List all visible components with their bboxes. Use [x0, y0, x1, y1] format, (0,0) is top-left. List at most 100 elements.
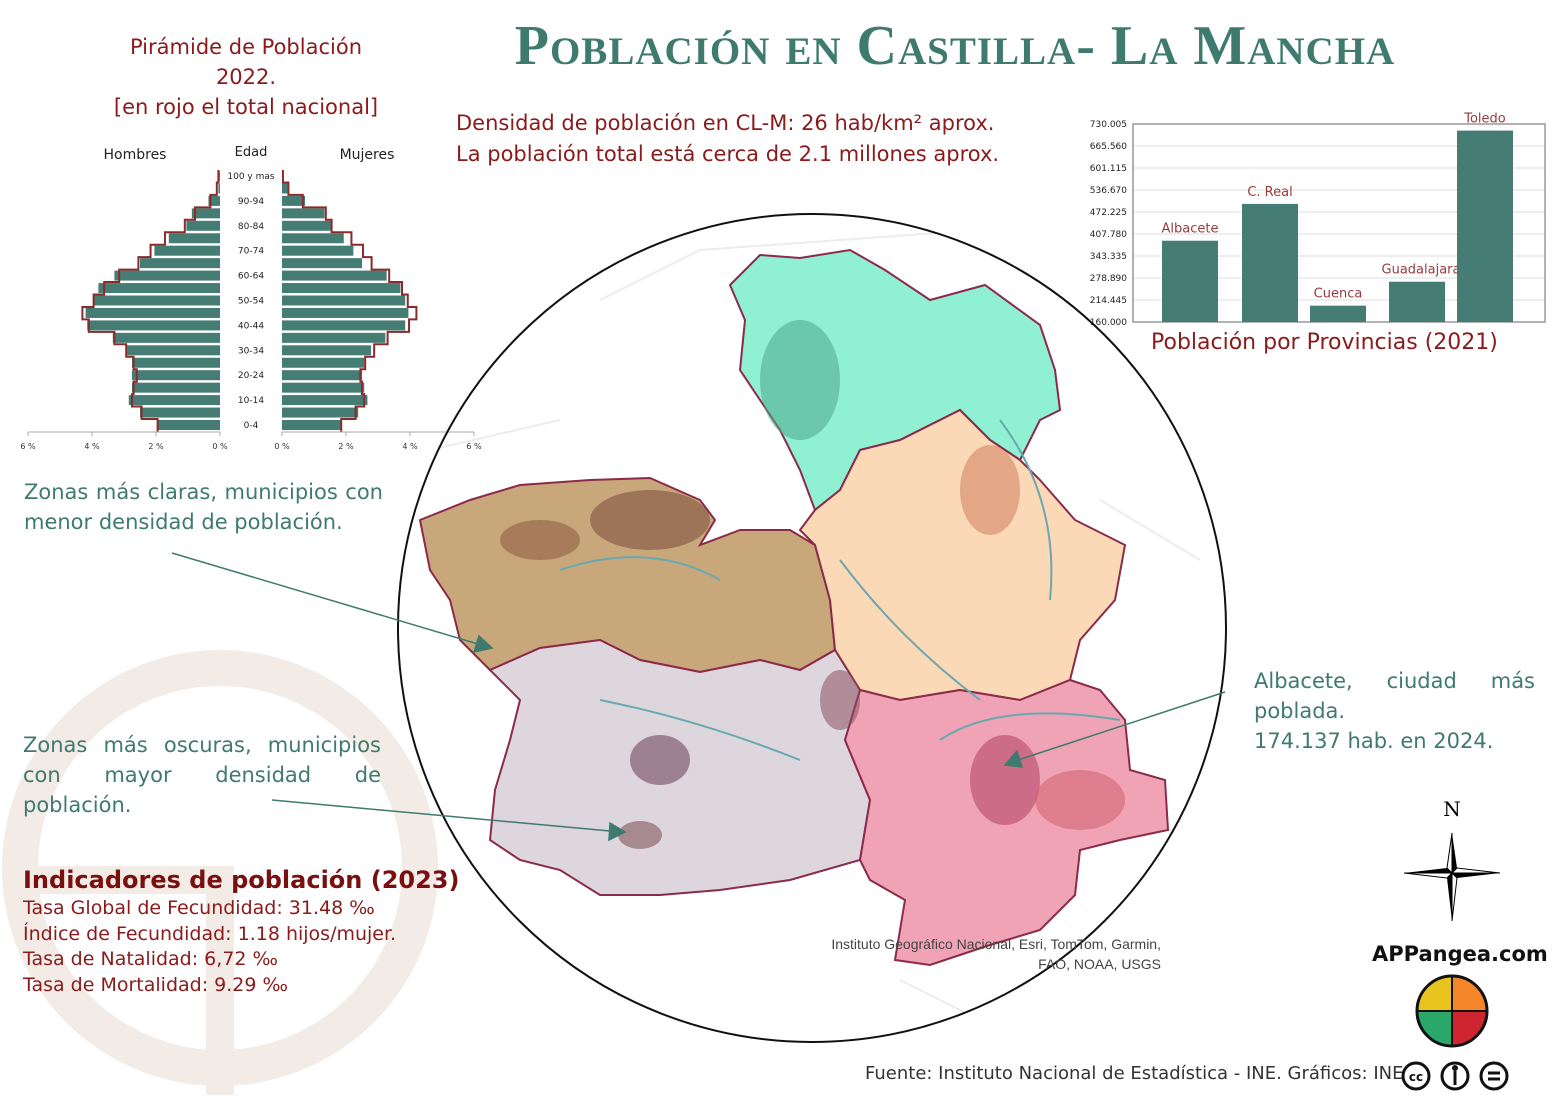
pyramid-bar-women — [282, 345, 371, 356]
pyramid-bar-women — [282, 220, 331, 231]
population-pyramid-chart: Hombres Edad Mujeres 100 y mas 90-94 80-84… — [20, 145, 482, 451]
density-text: Densidad de población en CL-M: 26 hab/km… — [456, 108, 999, 170]
province-ciudad-real — [488, 638, 872, 896]
pyramid-bar-men — [157, 420, 220, 430]
province-population-bar-chart: 160.000 214.445 278.890 343.335 407.780 472.2… — [1090, 112, 1546, 328]
cc-label: cc — [1409, 1070, 1423, 1084]
province-toledo — [418, 476, 837, 674]
pyramid-bar-men — [140, 258, 220, 269]
province-cuenca — [798, 408, 1127, 702]
bar-y-tick-label: 536.670 — [1090, 186, 1127, 196]
pyramid-bar-men — [85, 307, 220, 318]
pyramid-tick-label: 0 % — [212, 442, 228, 451]
bar-y-tick-label: 278.890 — [1090, 274, 1127, 284]
bar-y-tick-label: 601.115 — [1090, 164, 1127, 174]
pyramid-bar-women — [282, 208, 325, 219]
pyramid-bar-women — [282, 270, 387, 281]
pyramid-bar-men — [219, 171, 220, 181]
bar-cuenca — [1310, 305, 1366, 322]
pyramid-bar-women — [282, 420, 341, 430]
dark-zones-note: Zonas más oscuras, municipios con mayor … — [23, 733, 381, 817]
pyramid-bar-women — [282, 258, 362, 269]
pyramid-bar-men — [132, 382, 220, 393]
no-derivatives-icon — [1479, 1061, 1509, 1091]
pyramid-bar-women — [282, 183, 288, 194]
map-content — [418, 229, 1201, 1031]
pyramid-bar-men — [208, 195, 220, 206]
province-albacete — [843, 678, 1170, 967]
pyramid-bar-men — [140, 407, 220, 418]
pyramid-age-label: 10-14 — [238, 396, 264, 406]
rivers — [559, 419, 1121, 761]
albacete-note: Albacete, ciudad más poblada. 174.137 ha… — [1254, 666, 1535, 756]
page-title: Población en Castilla- La Mancha — [514, 15, 1396, 77]
pyramid-bar-women — [282, 283, 401, 294]
bar-y-tick-label: 665.560 — [1090, 142, 1127, 152]
indicators-heading: Indicadores de población (2023) — [23, 866, 460, 894]
pyramid-bar-men — [127, 345, 220, 356]
pyramid-bar-men — [87, 320, 220, 331]
pyramid-age-label: 70-74 — [238, 247, 264, 257]
pyramid-age-label: 100 y mas — [227, 172, 275, 182]
pyramid-bar-women — [282, 245, 354, 256]
bar-category-label: Toledo — [1463, 112, 1506, 127]
bar-guadalajara — [1389, 281, 1445, 322]
bar-toledo — [1457, 130, 1513, 322]
pyramid-age-label: 30-34 — [238, 346, 264, 356]
map-circle-frame — [397, 213, 1227, 1043]
bar-category-label: C. Real — [1247, 185, 1292, 200]
attribution-line: FAO, NOAA, USGS — [1038, 956, 1161, 972]
attribution-line: Instituto Geográfico Nacional, Esri, Tom… — [831, 936, 1161, 952]
pyramid-bar-women — [282, 407, 359, 418]
bar-category-label: Guadalajara — [1382, 263, 1461, 278]
pyramid-bar-men — [186, 220, 220, 231]
pyramid-bar-women — [282, 295, 406, 306]
bar-y-tick-label: 472.225 — [1090, 208, 1127, 218]
albacete-note-line: Albacete, ciudad más poblada. — [1254, 669, 1535, 723]
pyramid-age-label: 50-54 — [238, 297, 264, 307]
density-line: Densidad de población en CL-M: 26 hab/km… — [456, 111, 995, 135]
indicator-item: Índice de Fecundidad: 1.18 hijos/mujer. — [23, 922, 397, 945]
pyramid-bar-men — [93, 295, 220, 306]
bar-category-label: Albacete — [1162, 222, 1219, 237]
pyramid-bar-men — [98, 283, 220, 294]
pyramid-bar-men — [128, 395, 220, 406]
cc-icon — [1401, 1061, 1431, 1091]
pyramid-bar-men — [112, 332, 220, 343]
pyramid-bar-women — [282, 332, 386, 343]
map-attribution: Instituto Geográfico Nacional, Esri, Tom… — [790, 934, 1161, 974]
pyramid-bar-men — [132, 357, 220, 368]
pyramid-tick-label: 6 % — [466, 442, 482, 451]
pyramid-age-label: 90-94 — [238, 197, 264, 207]
pyramid-age-label: 20-24 — [238, 371, 264, 381]
indicator-item: Tasa de Mortalidad: 9.29 ‰ — [23, 973, 288, 996]
appangea-puzzle-logo — [1415, 974, 1489, 1048]
density-dark-patches — [500, 320, 1125, 849]
pyramid-bar-men — [191, 208, 220, 219]
pyramid-age-label: 60-64 — [238, 272, 264, 282]
bar-y-tick-label: 343.335 — [1090, 252, 1127, 262]
pyramid-bar-women — [282, 307, 409, 318]
indicator-item: Tasa de Natalidad: 6,72 ‰ — [23, 948, 279, 970]
indicator-item: Tasa Global de Fecundidad: 31.48 ‰ — [23, 897, 375, 919]
indicators-panel: Indicadores de población (2023) Tasa Glo… — [23, 864, 459, 998]
bar-y-tick-label: 730.005 — [1090, 120, 1127, 130]
pyramid-age-label: 80-84 — [238, 222, 264, 232]
pyramid-bar-women — [282, 233, 344, 244]
pyramid-bar-men — [114, 270, 220, 281]
pyramid-tick-label: 4 % — [402, 442, 418, 451]
header-men: Hombres — [104, 147, 167, 163]
pyramid-bar-women — [282, 357, 365, 368]
header-women: Mujeres — [340, 147, 395, 163]
pyramid-title-line: 2022. — [215, 65, 277, 89]
pyramid-bar-men — [132, 370, 220, 381]
pyramid-bar-men — [154, 245, 220, 256]
pyramid-bar-women — [282, 195, 306, 206]
albacete-population-line: 174.137 hab. en 2024. — [1254, 729, 1494, 753]
bar-chart-title: Población por Provincias (2021) — [1151, 330, 1498, 355]
bar-category-label: Cuenca — [1314, 287, 1363, 302]
pyramid-bar-women — [282, 395, 368, 406]
compass-north-label: N — [1443, 797, 1461, 821]
province-guadalajara — [728, 248, 1062, 512]
source-credit: Fuente: Instituto Nacional de Estadístic… — [865, 1063, 1404, 1084]
